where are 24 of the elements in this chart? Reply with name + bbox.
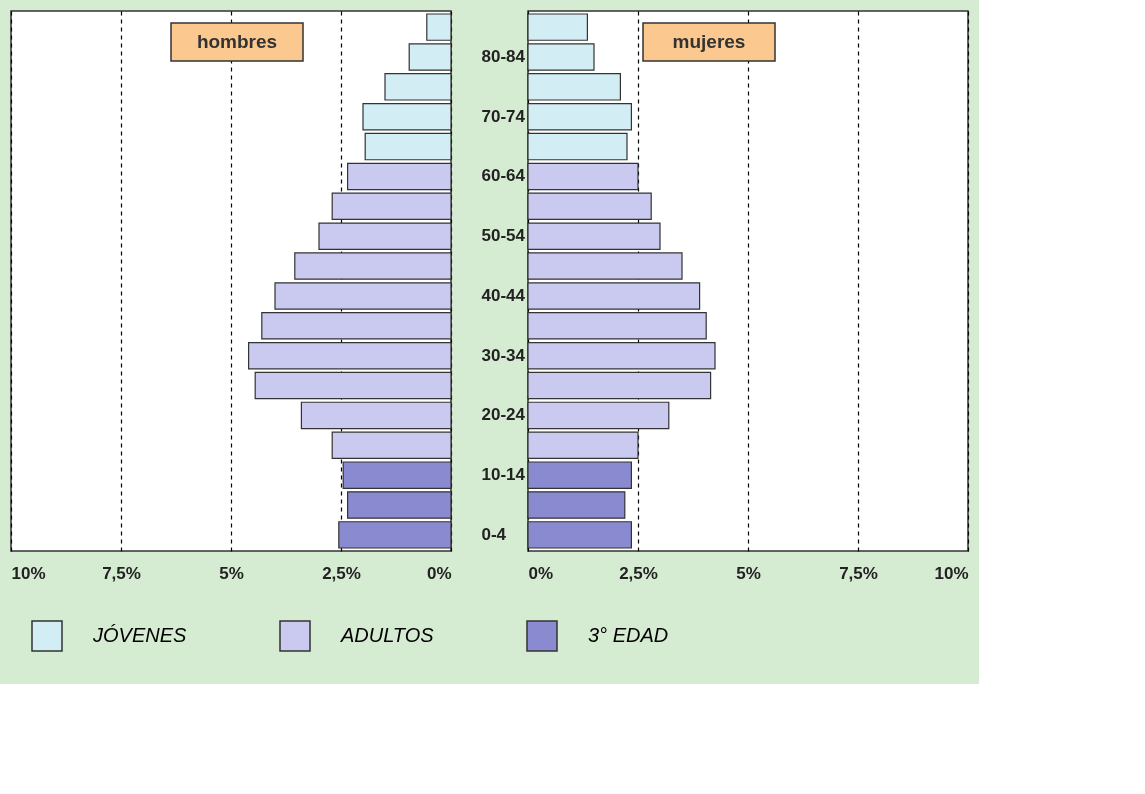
y-tick-label: 40-44 — [481, 285, 526, 305]
x-tick-label: 0% — [426, 563, 452, 583]
y-tick-label: 60-64 — [481, 166, 526, 186]
text: hombres — [196, 31, 278, 52]
y-tick-label: 80-84 — [481, 47, 526, 66]
legend-label: JÓVENES — [92, 624, 188, 646]
legend-label: 3° EDAD — [588, 624, 669, 646]
x-tick-label: 2,5% — [619, 563, 658, 583]
y-tick-label: 70-74 — [481, 106, 526, 126]
x-tick-label: 7,5% — [102, 563, 141, 583]
x-tick-label: 2,5% — [322, 563, 361, 583]
x-tick-label: 5% — [736, 563, 761, 583]
y-tick-label: 20-24 — [481, 405, 526, 425]
x-tick-label: 0% — [528, 563, 554, 583]
y-tick-label: 30-34 — [481, 345, 526, 365]
x-tick-label: 10% — [934, 563, 969, 583]
x-tick-label: 7,5% — [839, 563, 878, 583]
legend-label: ADULTOS — [340, 624, 435, 646]
y-tick-label: 50-54 — [481, 226, 526, 246]
y-tick-label: 10-14 — [481, 465, 526, 485]
text: mujeres — [672, 31, 746, 52]
x-tick-label: 10% — [11, 563, 46, 583]
y-tick-label: 0-4 — [481, 524, 507, 544]
x-tick-label: 5% — [219, 563, 244, 583]
